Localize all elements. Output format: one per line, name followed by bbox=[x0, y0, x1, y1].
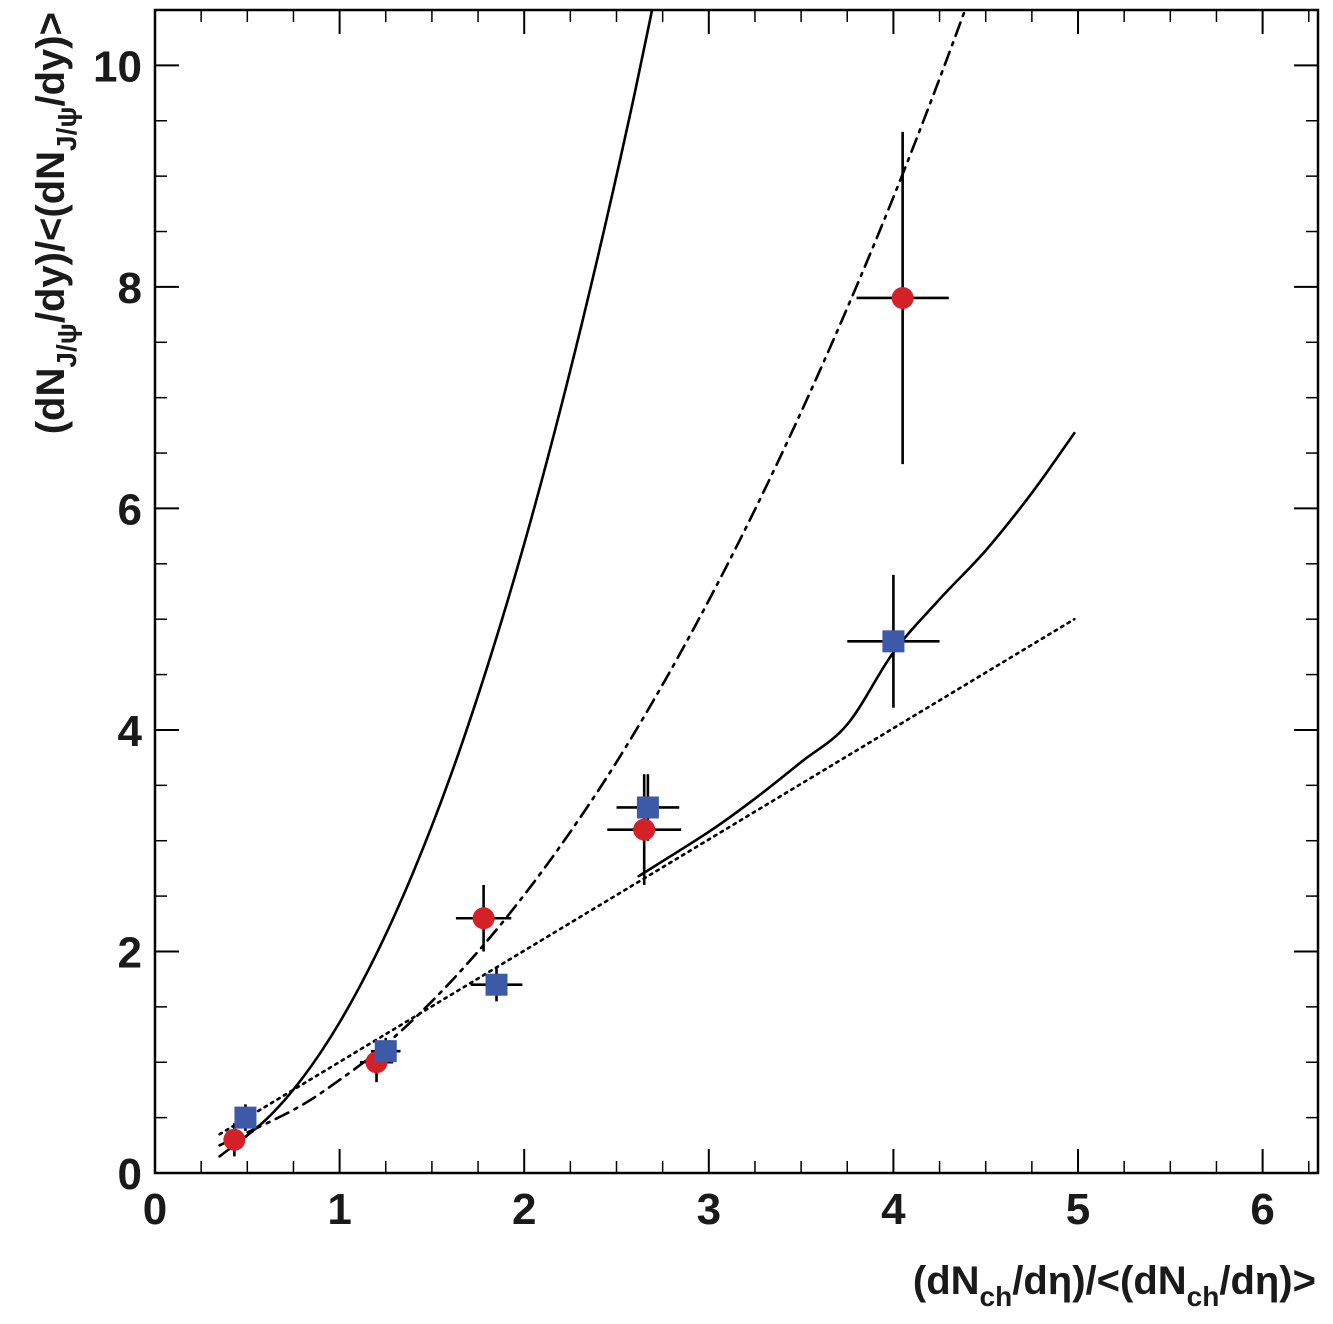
point-circle bbox=[472, 907, 495, 930]
y-axis-title-prefix: (dN bbox=[29, 368, 73, 435]
curves bbox=[218, 10, 1076, 1158]
y-tick-label: 2 bbox=[118, 928, 142, 977]
curve-solid-steep bbox=[218, 10, 654, 1158]
plot-frame bbox=[153, 8, 1320, 1175]
point-square bbox=[234, 1106, 257, 1129]
point-circle bbox=[891, 286, 914, 309]
y-tick-label: 6 bbox=[118, 485, 142, 534]
x-minor-ticks bbox=[200, 10, 1310, 1173]
x-tick-label: 5 bbox=[1066, 1185, 1090, 1234]
y-axis-title-sub1: J/ψ bbox=[51, 323, 82, 367]
x-tick-label: 4 bbox=[881, 1185, 906, 1234]
y-tick-label: 8 bbox=[118, 264, 142, 313]
y-tick-label: 4 bbox=[118, 707, 143, 756]
x-axis-title: (dNch/dη)/<(dNch/dη)> bbox=[913, 1259, 1316, 1312]
point-circle bbox=[633, 818, 656, 841]
point-square bbox=[485, 973, 508, 996]
x-axis-title-suffix: /dη)> bbox=[1219, 1259, 1316, 1303]
curve-dash-dot bbox=[218, 10, 967, 1147]
y-axis-title-sub2: J/ψ bbox=[51, 106, 82, 150]
curve-dotted-linear bbox=[218, 617, 1076, 1136]
x-tick-label: 6 bbox=[1250, 1185, 1274, 1234]
point-square bbox=[636, 796, 659, 819]
x-axis-title-sub1: ch bbox=[980, 1281, 1013, 1312]
curve-solid-lower bbox=[637, 431, 1076, 878]
y-axis-title: (dNJ/ψ/dy)/<(dNJ/ψ/dy)> bbox=[29, 12, 82, 434]
x-tick-label: 3 bbox=[697, 1185, 721, 1234]
x-tick-label: 2 bbox=[512, 1185, 536, 1234]
y-tick-labels: 0 2 4 6 8 10 bbox=[93, 42, 142, 1199]
x-tick-label: 0 bbox=[143, 1185, 167, 1234]
markers bbox=[223, 286, 914, 1151]
x-axis-title-mid: /dη)/<(dN bbox=[1012, 1259, 1186, 1303]
error-bars bbox=[225, 131, 949, 1157]
x-axis-title-sub2: ch bbox=[1187, 1281, 1220, 1312]
x-tick-label: 1 bbox=[327, 1185, 351, 1234]
point-square bbox=[882, 630, 905, 653]
point-square bbox=[374, 1040, 397, 1063]
y-major-ticks bbox=[155, 64, 1318, 1174]
x-axis-title-prefix: (dN bbox=[913, 1259, 980, 1303]
y-axis-title-suffix: /dy)> bbox=[29, 12, 73, 106]
y-tick-label: 0 bbox=[118, 1150, 142, 1199]
x-major-ticks bbox=[154, 10, 1264, 1173]
y-axis-title-mid: /dy)/<(dN bbox=[29, 151, 73, 323]
y-minor-ticks bbox=[155, 120, 1318, 1119]
x-tick-labels: 0 1 2 3 4 5 6 bbox=[143, 1185, 1275, 1234]
point-circle bbox=[223, 1128, 246, 1151]
y-tick-label: 10 bbox=[93, 42, 142, 91]
